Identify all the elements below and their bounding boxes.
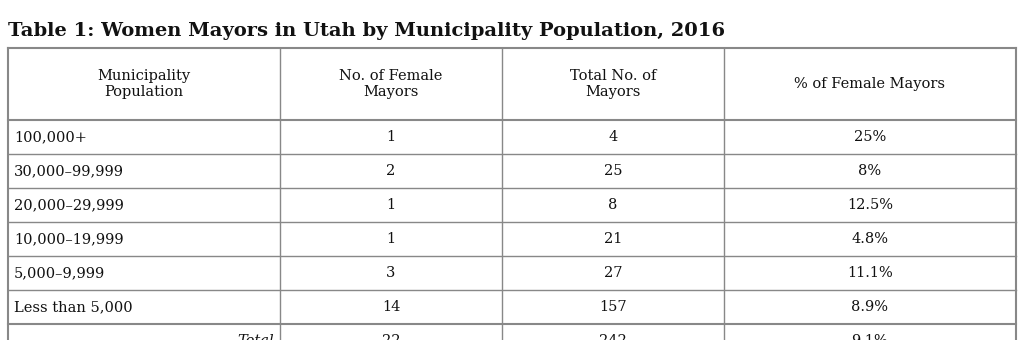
- Text: 8.9%: 8.9%: [851, 300, 889, 314]
- Text: 100,000+: 100,000+: [14, 130, 87, 144]
- Text: Less than 5,000: Less than 5,000: [14, 300, 133, 314]
- Text: 1: 1: [386, 198, 395, 212]
- Text: 14: 14: [382, 300, 400, 314]
- Text: 9.1%: 9.1%: [852, 334, 888, 340]
- Text: No. of Female
Mayors: No. of Female Mayors: [339, 69, 442, 99]
- Text: 30,000–99,999: 30,000–99,999: [14, 164, 124, 178]
- Text: Table 1: Women Mayors in Utah by Municipality Population, 2016: Table 1: Women Mayors in Utah by Municip…: [8, 22, 725, 40]
- Text: 1: 1: [386, 130, 395, 144]
- Text: 20,000–29,999: 20,000–29,999: [14, 198, 124, 212]
- Text: 21: 21: [603, 232, 622, 246]
- Text: 157: 157: [599, 300, 627, 314]
- Text: 25: 25: [603, 164, 622, 178]
- Text: 4: 4: [608, 130, 617, 144]
- Text: 11.1%: 11.1%: [847, 266, 893, 280]
- Text: 25%: 25%: [854, 130, 886, 144]
- Text: 27: 27: [603, 266, 622, 280]
- Text: % of Female Mayors: % of Female Mayors: [795, 77, 945, 91]
- Text: Total: Total: [238, 334, 274, 340]
- Text: 8%: 8%: [858, 164, 882, 178]
- Text: 10,000–19,999: 10,000–19,999: [14, 232, 124, 246]
- Text: Total No. of
Mayors: Total No. of Mayors: [569, 69, 656, 99]
- Text: 1: 1: [386, 232, 395, 246]
- Text: 22: 22: [382, 334, 400, 340]
- Text: 2: 2: [386, 164, 395, 178]
- Text: 4.8%: 4.8%: [851, 232, 889, 246]
- Text: 12.5%: 12.5%: [847, 198, 893, 212]
- Text: 3: 3: [386, 266, 395, 280]
- Text: 242: 242: [599, 334, 627, 340]
- Text: 8: 8: [608, 198, 617, 212]
- Text: 5,000–9,999: 5,000–9,999: [14, 266, 105, 280]
- Text: Municipality
Population: Municipality Population: [97, 69, 190, 99]
